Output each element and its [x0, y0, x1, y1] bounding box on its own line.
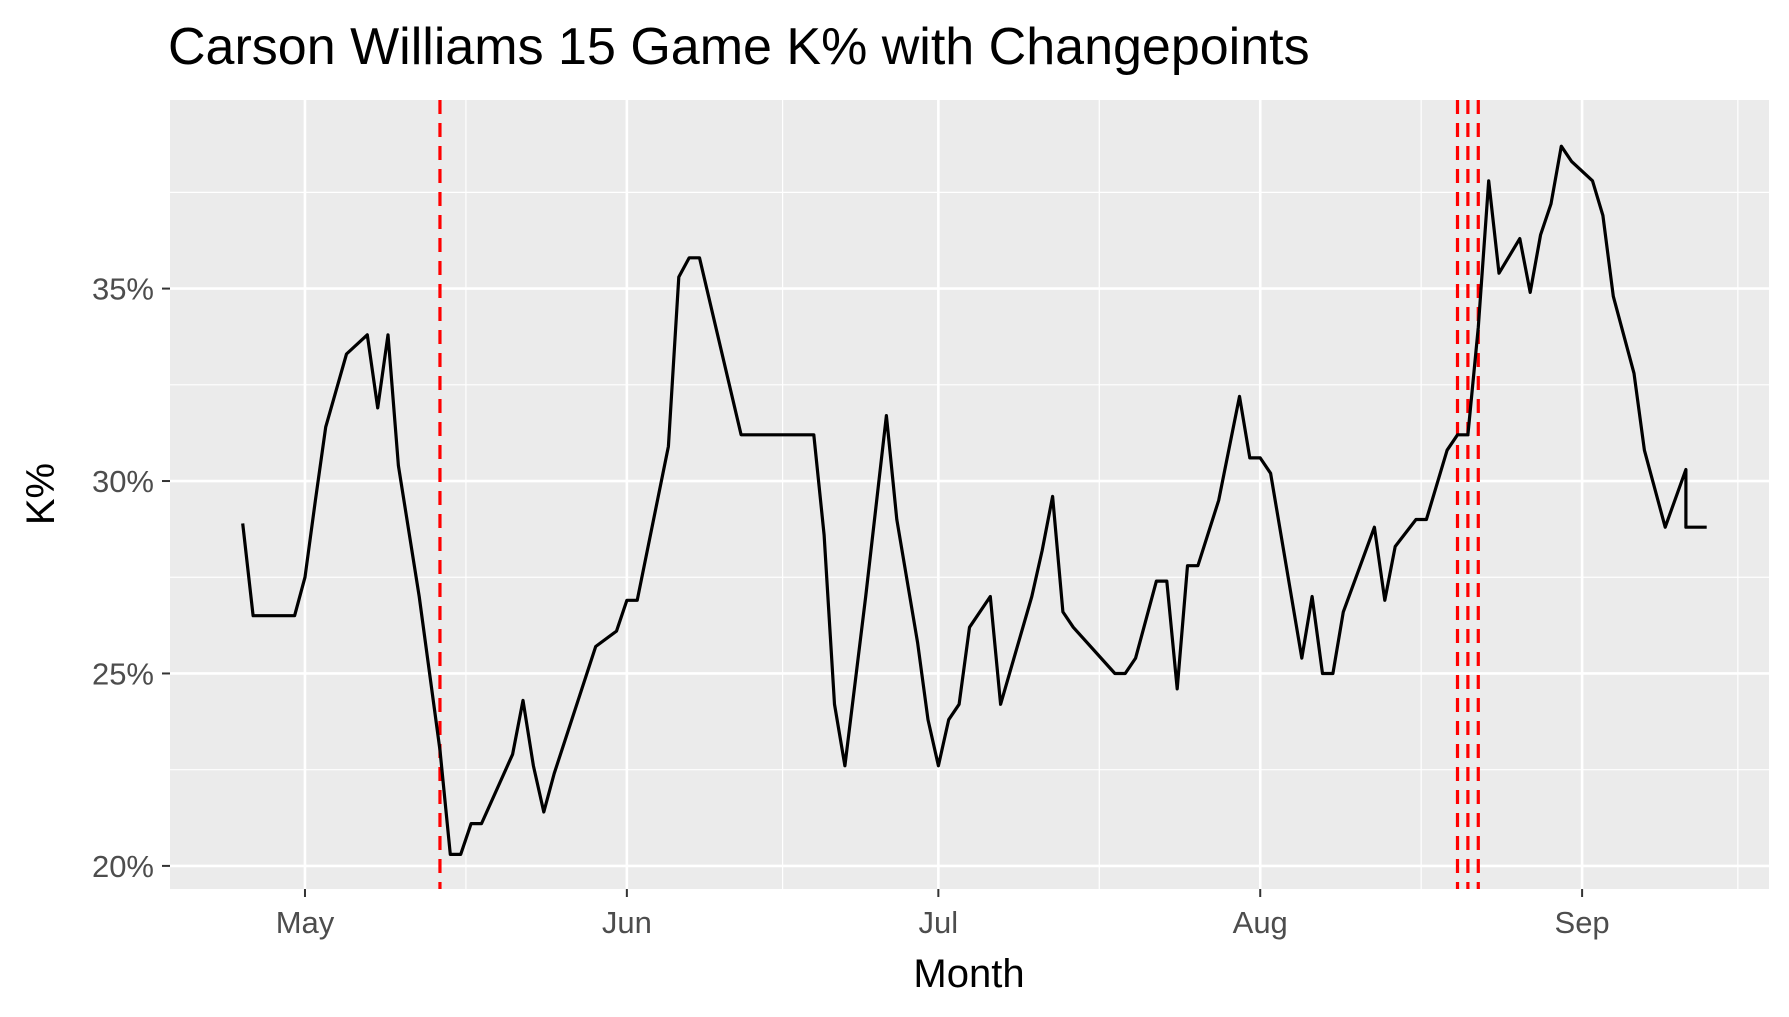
x-tick-label: Sep	[1555, 905, 1610, 940]
y-tick-label: 35%	[92, 272, 154, 307]
grid-lines	[170, 100, 1769, 889]
x-tick-label: Jul	[919, 905, 959, 940]
chart-title: Carson Williams 15 Game K% with Changepo…	[168, 18, 1310, 76]
x-tick-label: Aug	[1233, 905, 1288, 940]
y-tick-label: 20%	[92, 849, 154, 884]
x-tick-label: Jun	[602, 905, 652, 940]
axes: 20% 25% 30% 35% May Jun Jul Aug Sep	[92, 272, 1610, 940]
k-percent-series-line	[241, 144, 1707, 857]
y-tick-label: 30%	[92, 464, 154, 499]
y-axis-title: K%	[19, 463, 63, 525]
y-tick-label: 25%	[92, 656, 154, 691]
series-line-group	[241, 144, 1707, 857]
plot-panel	[170, 100, 1769, 889]
x-tick-label: May	[276, 905, 335, 940]
x-axis-title: Month	[913, 952, 1024, 996]
